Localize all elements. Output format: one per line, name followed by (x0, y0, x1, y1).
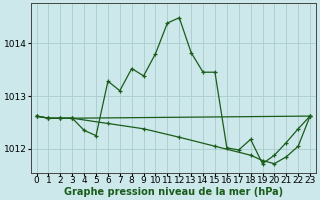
X-axis label: Graphe pression niveau de la mer (hPa): Graphe pression niveau de la mer (hPa) (64, 187, 283, 197)
